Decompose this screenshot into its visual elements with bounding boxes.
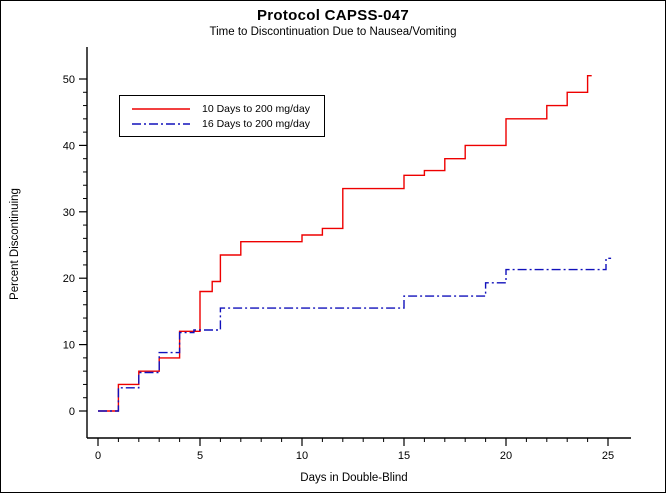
y-tick-label: 40 (63, 140, 75, 152)
x-tick-label: 0 (95, 450, 101, 462)
series-line-2 (98, 257, 612, 412)
legend-label-series-1: 10 Days to 200 mg/day (202, 102, 310, 115)
legend-item-series-2: 16 Days to 200 mg/day (130, 116, 310, 131)
series-lines (98, 75, 612, 412)
y-tick-label: 20 (63, 273, 75, 285)
y-tick-label: 50 (63, 74, 75, 86)
y-axis-title: Percent Discontinuing (9, 188, 21, 300)
axes: 0 10 20 30 40 50 0 5 10 15 20 25 (63, 47, 631, 462)
y-tick-label: 10 (63, 340, 75, 352)
x-tick-label: 25 (602, 450, 614, 462)
x-axis-title: Days in Double-Blind (300, 472, 407, 484)
legend: 10 Days to 200 mg/day 16 Days to 200 mg/… (119, 95, 325, 137)
series-line-1 (98, 75, 592, 412)
legend-line-dashdot-blue-icon (132, 122, 190, 125)
x-tick-label: 5 (197, 450, 203, 462)
legend-line-solid-red-icon (132, 107, 190, 110)
x-tick-label: 15 (398, 450, 410, 462)
legend-item-series-1: 10 Days to 200 mg/day (130, 101, 310, 116)
legend-label-series-2: 16 Days to 200 mg/day (202, 117, 310, 130)
y-tick-label: 0 (69, 406, 75, 418)
y-tick-label: 30 (63, 207, 75, 219)
x-tick-label: 20 (500, 450, 512, 462)
chart-subtitle: Time to Discontinuation Due to Nausea/Vo… (209, 26, 457, 38)
x-tick-label: 10 (296, 450, 308, 462)
chart-title: Protocol CAPSS-047 (256, 7, 410, 24)
